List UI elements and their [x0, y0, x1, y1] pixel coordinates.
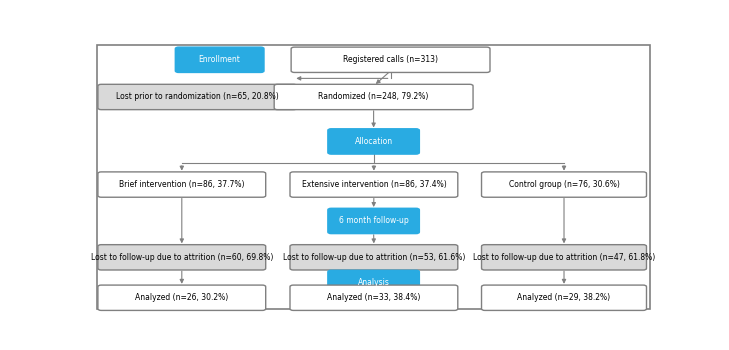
FancyBboxPatch shape: [98, 285, 265, 310]
Text: Lost prior to randomization (n=65, 20.8%): Lost prior to randomization (n=65, 20.8%…: [116, 92, 278, 102]
FancyBboxPatch shape: [291, 47, 490, 72]
FancyBboxPatch shape: [98, 84, 297, 110]
Text: Analyzed (n=33, 38.4%): Analyzed (n=33, 38.4%): [327, 293, 421, 302]
FancyBboxPatch shape: [98, 172, 265, 197]
Text: Extensive intervention (n=86, 37.4%): Extensive intervention (n=86, 37.4%): [302, 180, 446, 189]
FancyBboxPatch shape: [290, 245, 458, 270]
FancyBboxPatch shape: [328, 270, 419, 296]
Text: Lost to follow-up due to attrition (n=53, 61.6%): Lost to follow-up due to attrition (n=53…: [283, 253, 465, 262]
FancyBboxPatch shape: [97, 45, 650, 309]
FancyBboxPatch shape: [175, 47, 264, 72]
Text: Analysis: Analysis: [358, 279, 389, 287]
Text: Allocation: Allocation: [354, 137, 393, 146]
Text: Brief intervention (n=86, 37.7%): Brief intervention (n=86, 37.7%): [119, 180, 244, 189]
FancyBboxPatch shape: [328, 129, 419, 154]
Text: Lost to follow-up due to attrition (n=60, 69.8%): Lost to follow-up due to attrition (n=60…: [90, 253, 273, 262]
FancyBboxPatch shape: [98, 245, 265, 270]
Text: Registered calls (n=313): Registered calls (n=313): [343, 55, 438, 64]
Text: Control group (n=76, 30.6%): Control group (n=76, 30.6%): [509, 180, 620, 189]
FancyBboxPatch shape: [482, 172, 647, 197]
Text: Enrollment: Enrollment: [199, 55, 241, 64]
Text: Randomized (n=248, 79.2%): Randomized (n=248, 79.2%): [319, 92, 429, 102]
Text: 6 month follow-up: 6 month follow-up: [339, 216, 408, 225]
FancyBboxPatch shape: [290, 172, 458, 197]
FancyBboxPatch shape: [274, 84, 473, 110]
Text: Analyzed (n=26, 30.2%): Analyzed (n=26, 30.2%): [135, 293, 228, 302]
FancyBboxPatch shape: [328, 208, 419, 233]
Text: Analyzed (n=29, 38.2%): Analyzed (n=29, 38.2%): [518, 293, 611, 302]
Text: Lost to follow-up due to attrition (n=47, 61.8%): Lost to follow-up due to attrition (n=47…: [473, 253, 655, 262]
FancyBboxPatch shape: [482, 285, 647, 310]
FancyBboxPatch shape: [290, 285, 458, 310]
FancyBboxPatch shape: [482, 245, 647, 270]
